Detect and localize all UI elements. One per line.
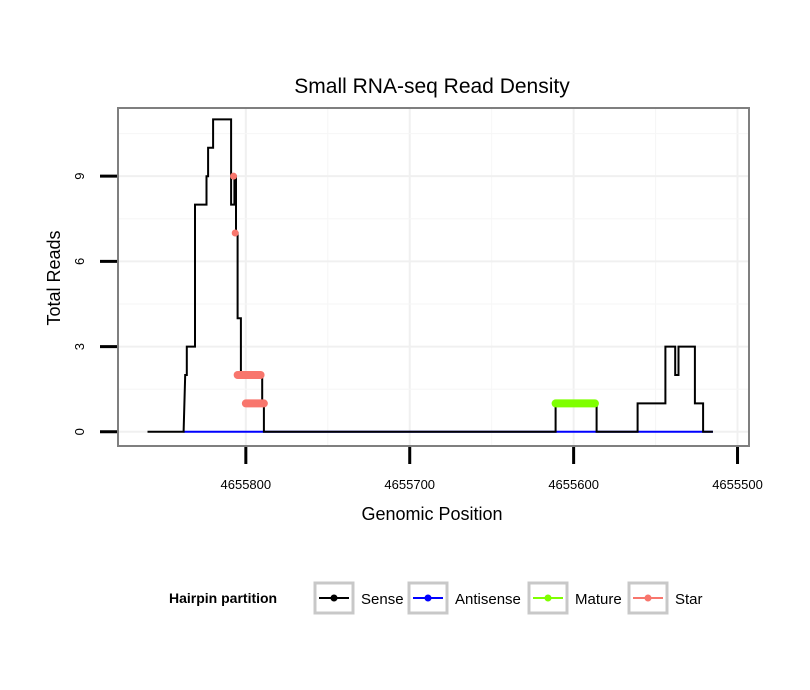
y-tick-label: 9 bbox=[72, 173, 87, 180]
grid-lines bbox=[119, 109, 748, 445]
x-tick-label: 4655800 bbox=[221, 477, 272, 492]
chart-title: Small RNA-seq Read Density bbox=[294, 75, 570, 98]
y-tick-label: 0 bbox=[72, 428, 87, 435]
plot-panel bbox=[117, 107, 750, 447]
legend: Hairpin partition Sense Antisense Mature St… bbox=[169, 581, 703, 615]
x-tick-label: 4655700 bbox=[384, 477, 435, 492]
y-tick-label: 6 bbox=[72, 258, 87, 265]
y-axis-title: Total Reads bbox=[44, 230, 64, 325]
legend-label-mature: Mature bbox=[575, 591, 622, 608]
legend-key-point-mature bbox=[544, 594, 552, 602]
x-tick-label: 4655500 bbox=[712, 477, 763, 492]
legend-title: Hairpin partition bbox=[169, 590, 277, 606]
x-tick-label: 4655600 bbox=[548, 477, 599, 492]
axes-layer: 4655800 4655700 4655600 4655500 0 3 6 9 bbox=[72, 173, 763, 492]
legend-label-antisense: Antisense bbox=[455, 591, 521, 608]
legend-label-sense: Sense bbox=[361, 591, 404, 608]
series-layer bbox=[147, 118, 713, 433]
legend-label-star: Star bbox=[675, 591, 703, 608]
x-axis-title: Genomic Position bbox=[361, 504, 502, 524]
legend-key-point-star bbox=[644, 594, 652, 602]
legend-key-point-antisense bbox=[424, 594, 432, 602]
legend-key-point-sense bbox=[330, 594, 338, 602]
series-star-point bbox=[231, 229, 239, 237]
y-tick-label: 3 bbox=[72, 343, 87, 350]
series-star-point bbox=[230, 172, 238, 180]
